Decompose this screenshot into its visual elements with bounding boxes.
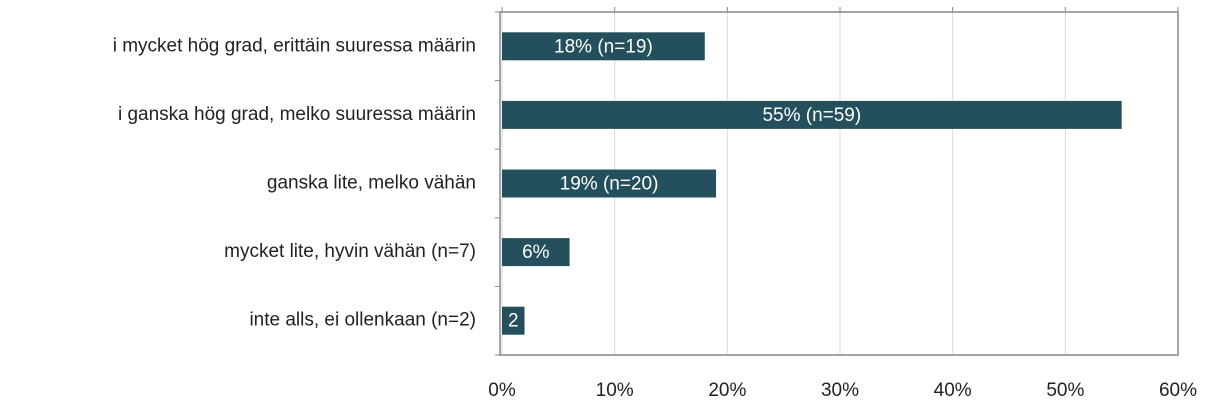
value-label: 19% (n=20) [560,174,659,195]
x-tick-label: 40% [934,380,972,401]
value-label: 6% [522,242,550,263]
value-label: 55% (n=59) [762,105,861,126]
plot-border [499,11,1179,356]
bar [502,306,525,335]
bar [502,238,570,267]
y-tick-label: i mycket hög grad, erittäin suuressa mää… [113,35,476,56]
y-tick-label: inte alls, ei ollenkaan (n=2) [249,310,476,331]
value-label: 2 [508,311,519,332]
bar [502,100,1122,129]
bar [502,32,705,61]
x-tick-label: 60% [1159,380,1197,401]
x-tick-label: 20% [708,380,746,401]
y-tick-label: i ganska hög grad, melko suuressa määrin [118,104,476,125]
value-label: 18% (n=19) [554,36,653,57]
x-tick-label: 30% [821,380,859,401]
y-tick-label: ganska lite, melko vähän [267,173,476,194]
x-tick-label: 50% [1046,380,1084,401]
x-tick-label: 10% [596,380,634,401]
bar [502,169,717,198]
y-tick-label: mycket lite, hyvin vähän (n=7) [224,241,476,262]
x-tick-label: 0% [488,380,516,401]
